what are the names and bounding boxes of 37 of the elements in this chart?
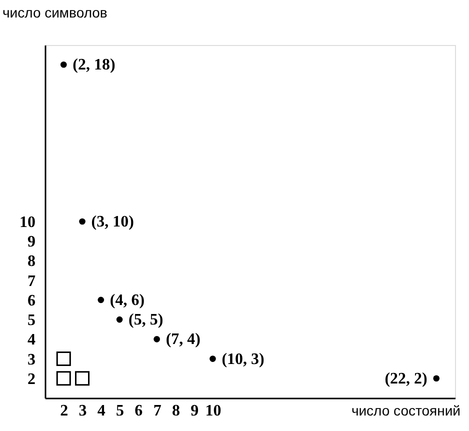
x-tick-label: 2 [60,402,68,420]
point [98,296,104,304]
data-label: (7, 4) [166,331,200,348]
point [75,371,90,386]
x-tick-label: 4 [97,402,106,420]
x-tick-label: 8 [172,402,180,420]
data-label: (10, 3) [222,350,264,368]
point [56,371,71,386]
data-label: (22, 2) [384,370,428,388]
y-tick-label: 8 [28,253,36,270]
data-label: (5, 5) [128,312,164,329]
point [210,356,216,362]
y-tick-label: 4 [28,332,36,349]
point [60,61,67,68]
x-tick-label: 5 [116,402,124,420]
y-axis-title: число символов [2,4,108,20]
data-label: (2, 18) [72,56,116,74]
y-tick-label: 5 [28,312,36,330]
x-axis-title: число состояний [351,402,460,418]
x-tick-label: 9 [190,402,199,420]
y-tick-label: 7 [28,272,36,290]
point [56,352,71,366]
y-tick-label: 3 [28,351,36,368]
data-label: (4, 6) [110,292,145,309]
x-tick-label: 6 [134,402,143,420]
point [154,336,160,342]
x-tick-label: 7 [153,402,162,420]
point [79,218,86,225]
point [433,375,440,382]
y-tick-label: 2 [28,370,36,388]
y-tick-label: 9 [28,234,36,251]
point [116,316,123,323]
y-tick-label: 6 [28,292,36,310]
x-tick-label: 10 [205,402,222,420]
data-label: (3, 10) [91,214,134,230]
y-tick-label: 10 [20,214,36,231]
x-tick-label: 3 [78,402,87,420]
